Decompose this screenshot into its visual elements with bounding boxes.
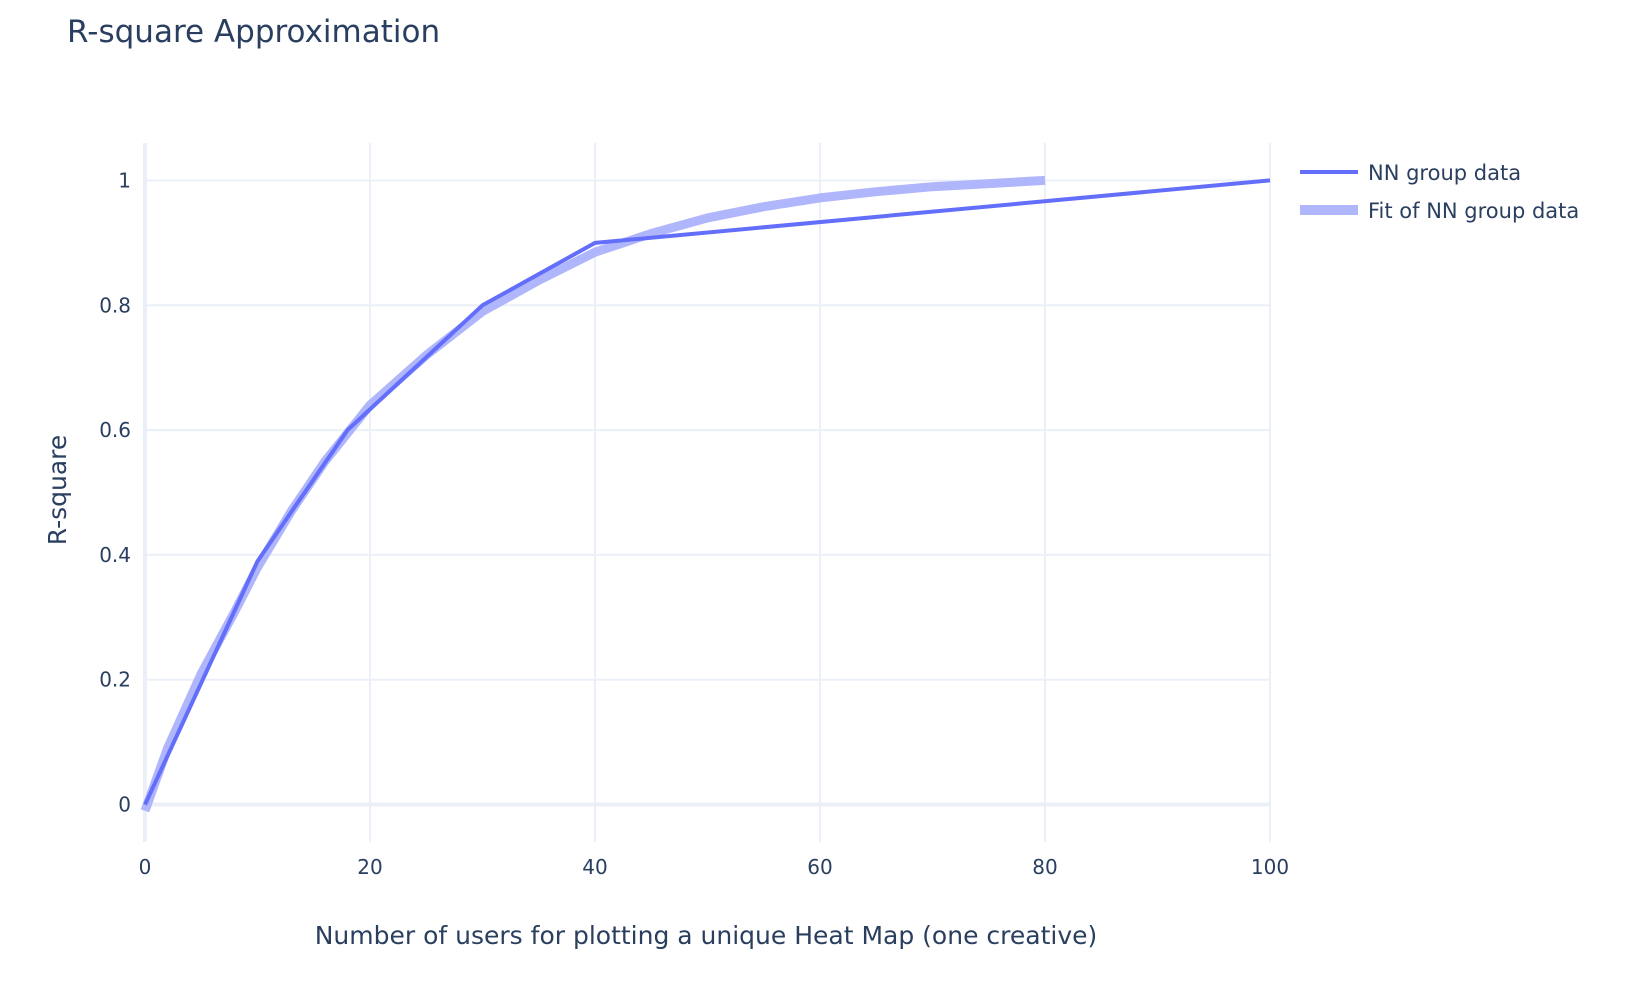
legend-label-nn-group-data: NN group data — [1368, 161, 1521, 185]
series-layer — [140, 175, 1271, 813]
x-tick-label-2: 40 — [582, 855, 607, 879]
y-tick-label-2: 0.4 — [99, 543, 131, 567]
ticks-layer: 0 20 40 60 80 100 0 0.2 0.4 0.6 0.8 1 — [99, 168, 1289, 879]
y-tick-label-5: 1 — [118, 168, 131, 192]
legend-item-nn-group-data[interactable]: NN group data — [1300, 161, 1521, 185]
grid-layer — [143, 143, 1271, 842]
x-axis-title: Number of users for plotting a unique He… — [315, 921, 1098, 950]
legend: NN group data Fit of NN group data — [1300, 161, 1579, 223]
series-line-nn-group-data[interactable] — [143, 178, 1271, 806]
legend-label-fit-of-nn-group-data: Fit of NN group data — [1368, 199, 1579, 223]
legend-item-fit-of-nn-group-data[interactable]: Fit of NN group data — [1300, 199, 1579, 223]
x-tick-label-1: 20 — [357, 855, 382, 879]
y-tick-label-0: 0 — [118, 793, 131, 817]
y-tick-label-4: 0.8 — [99, 293, 131, 317]
x-tick-label-3: 60 — [807, 855, 832, 879]
x-tick-label-5: 100 — [1251, 855, 1289, 879]
y-axis-title: R-square — [43, 435, 72, 546]
x-tick-label-4: 80 — [1032, 855, 1057, 879]
x-tick-label-0: 0 — [139, 855, 152, 879]
y-tick-label-1: 0.2 — [99, 668, 131, 692]
y-tick-label-3: 0.6 — [99, 418, 131, 442]
chart-title: R-square Approximation — [67, 14, 440, 50]
